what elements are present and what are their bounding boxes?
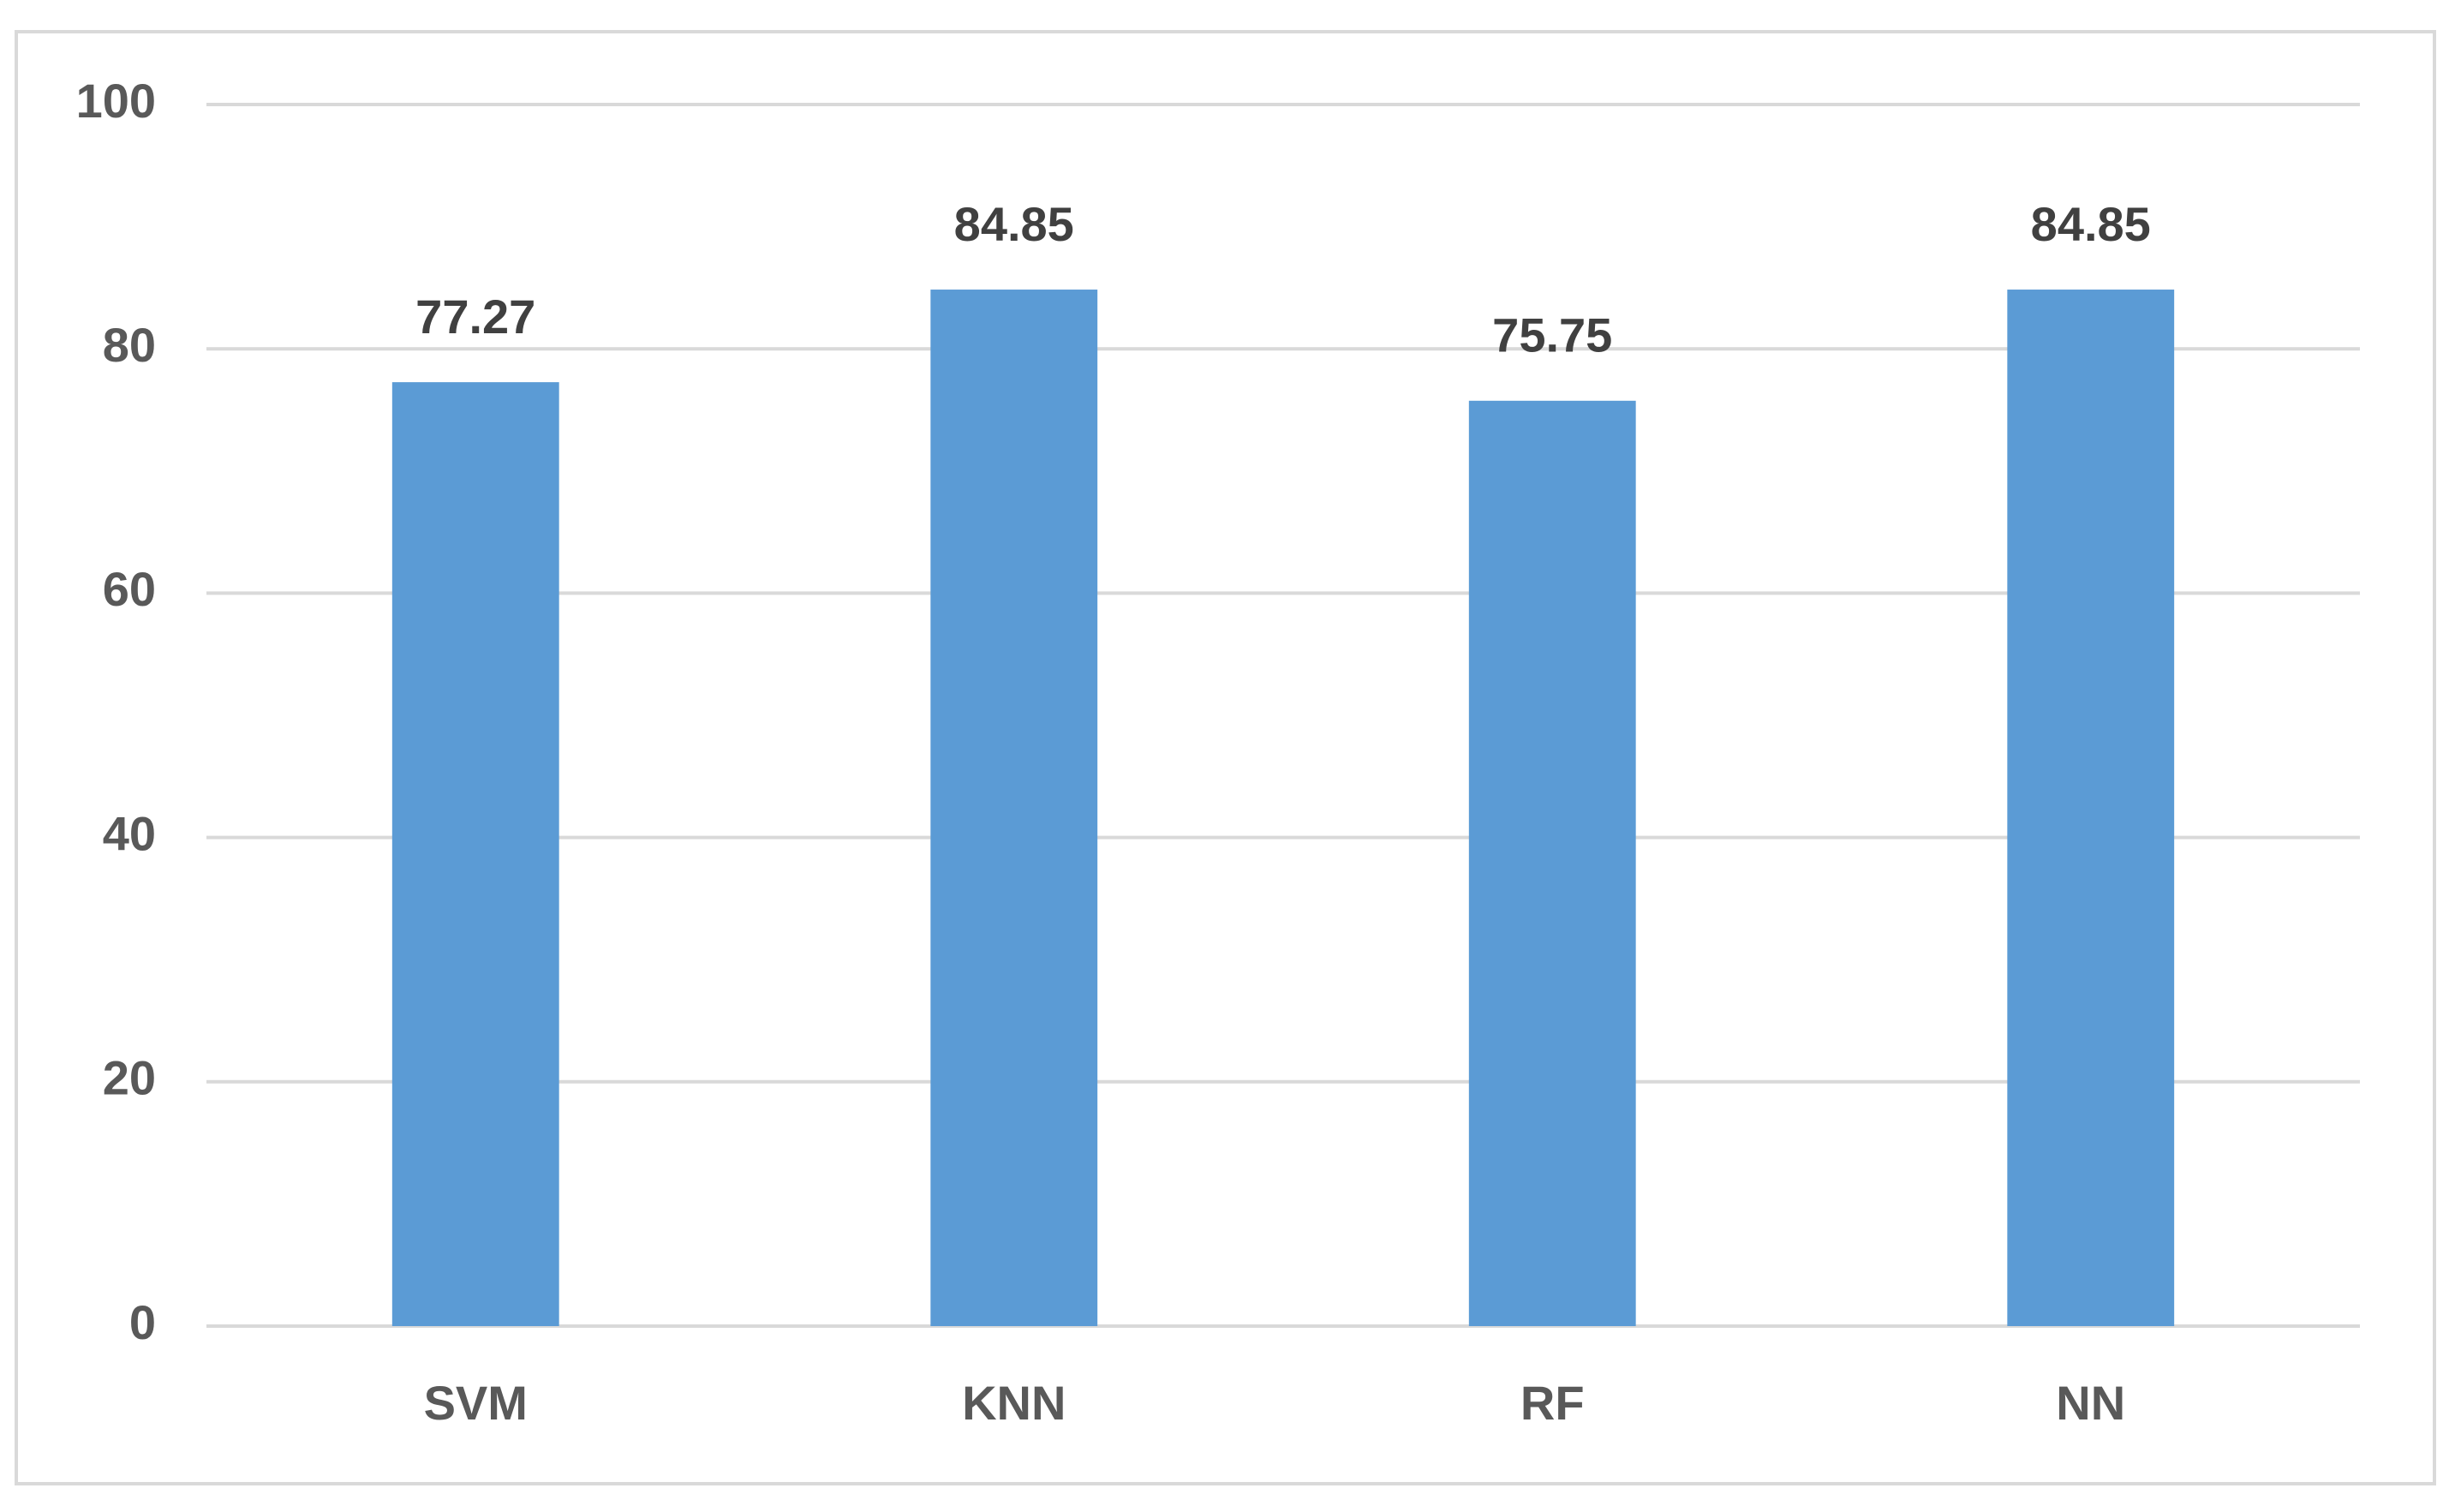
x-tick-label: NN xyxy=(2056,1376,2125,1430)
y-tick-label: 20 xyxy=(103,1051,156,1105)
value-label: 84.85 xyxy=(2031,197,2151,251)
y-tick-label: 0 xyxy=(129,1295,156,1349)
value-label: 75.75 xyxy=(1492,308,1612,362)
x-tick-label: KNN xyxy=(962,1376,1066,1430)
y-tick-label: 100 xyxy=(76,74,156,128)
x-tick-label: SVM xyxy=(424,1376,528,1430)
bar xyxy=(391,382,559,1327)
y-tick-label: 60 xyxy=(103,562,156,616)
value-label: 77.27 xyxy=(415,290,535,344)
y-tick-label: 80 xyxy=(103,318,156,372)
bar xyxy=(1468,400,1636,1327)
bar xyxy=(2007,290,2175,1326)
y-tick-label: 40 xyxy=(103,806,156,860)
x-tick-label: RF xyxy=(1520,1376,1585,1430)
value-label: 84.85 xyxy=(954,197,1074,251)
bar xyxy=(930,290,1098,1326)
